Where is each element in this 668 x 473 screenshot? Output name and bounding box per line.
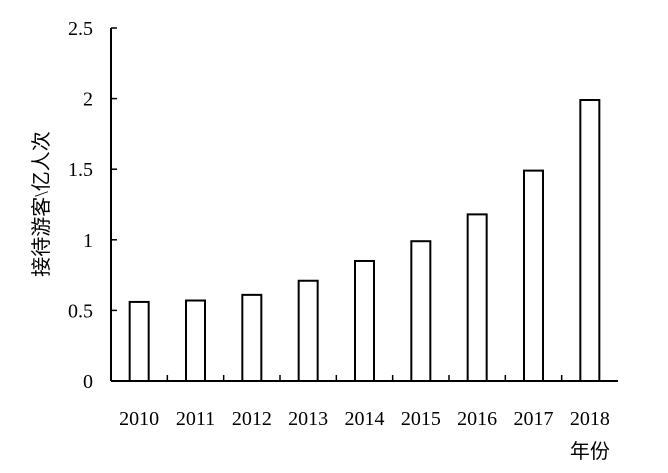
x-tick-label: 2017 [514, 408, 554, 430]
y-tick-label: 1 [83, 230, 93, 252]
x-ticks-layer: 2010 2011 2012 2013 2014 2015 2016 2017 2018 [119, 375, 610, 430]
bar [354, 259, 375, 383]
x-tick-label: 2014 [345, 408, 385, 430]
bar [241, 293, 263, 383]
y-tick-label: 0.5 [68, 300, 93, 322]
axes-layer [110, 28, 618, 382]
bar [128, 300, 150, 383]
x-axis-title: 年份 [570, 440, 610, 463]
bar [466, 213, 488, 382]
bar [579, 99, 601, 383]
x-tick-label: 2018 [570, 408, 610, 430]
y-axis-title: 接待游客\亿人次 [30, 131, 53, 277]
x-tick-label: 2016 [457, 408, 497, 430]
x-tick-label: 2011 [176, 408, 215, 430]
x-tick-label: 2010 [119, 408, 159, 430]
bar [523, 169, 544, 382]
x-tick-label: 2015 [401, 408, 441, 430]
bar [297, 279, 319, 382]
y-tick-label: 1.5 [68, 159, 93, 181]
x-tick-label: 2012 [232, 408, 272, 430]
y-tick-label: 2.5 [68, 18, 93, 40]
y-tick-label: 0 [83, 371, 93, 393]
x-tick-label: 2013 [288, 408, 328, 430]
y-tick-label: 2 [83, 89, 93, 111]
bars-layer [128, 99, 601, 383]
bar [410, 240, 432, 382]
bar [185, 299, 206, 382]
y-ticks-layer: 0 0.5 1 1.5 2 2.5 [68, 18, 117, 393]
